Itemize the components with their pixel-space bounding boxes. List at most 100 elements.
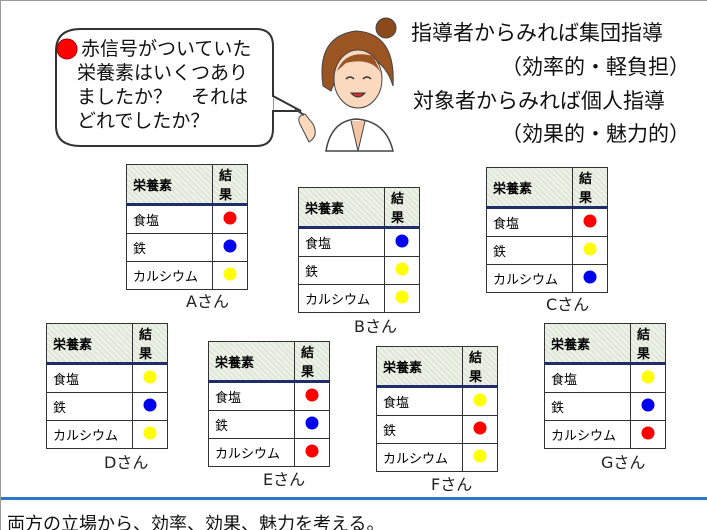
result-dot: [473, 449, 487, 462]
result-dot: [223, 239, 237, 252]
right-line: 対象者からみれば個人指導: [413, 89, 665, 113]
result-icon: [223, 239, 237, 252]
nutrient-table: 栄養素 結果 食塩鉄カルシウム: [46, 323, 168, 449]
result-icon: [395, 290, 409, 303]
bubble-line: ましたか？ それは: [77, 86, 249, 108]
result-dot: [143, 426, 157, 439]
nutrient-name: カルシウム: [126, 261, 213, 290]
bubble-line: どれでしたか？: [77, 110, 210, 132]
character: [294, 17, 397, 152]
row: 鉄: [486, 236, 608, 265]
divider: [1, 497, 707, 500]
row: 食塩: [126, 204, 248, 234]
result-icon: [473, 449, 487, 462]
result-dot: [583, 242, 597, 255]
nutrient-name: 食塩: [486, 207, 573, 237]
result-dot: [641, 398, 655, 411]
result-cell: [462, 443, 498, 472]
nutrient-name: カルシウム: [298, 284, 385, 313]
header-row: 栄養素 結果: [544, 323, 666, 365]
result-cell: [132, 392, 168, 421]
header-cell: 結果: [132, 323, 168, 365]
header-cell: 栄養素: [376, 346, 463, 388]
result-cell: [294, 410, 330, 439]
person-label: Bさん: [354, 317, 397, 336]
nutrient-name: 鉄: [298, 256, 385, 285]
result-dot: [223, 211, 237, 224]
result-cell: [212, 204, 248, 234]
result-icon: [305, 444, 319, 457]
row: カルシウム: [544, 420, 666, 449]
result-dot: [305, 388, 319, 401]
row: カルシウム: [126, 261, 248, 290]
header-cell: 結果: [572, 167, 608, 209]
header-cell: 結果: [212, 164, 248, 206]
row: 食塩: [46, 363, 168, 393]
result-cell: [572, 236, 608, 265]
person-label: Fさん: [431, 475, 473, 494]
nutrient-name: カルシウム: [208, 438, 295, 467]
result-cell: [572, 264, 608, 293]
row: 鉄: [544, 392, 666, 421]
right-line: 指導者からみれば集団指導: [411, 21, 663, 45]
result-dot: [473, 393, 487, 406]
result-icon: [641, 370, 655, 383]
row: 食塩: [544, 363, 666, 393]
result-icon: [641, 398, 655, 411]
result-cell: [630, 420, 666, 449]
nutrient-name: 食塩: [208, 381, 295, 411]
result-dot: [583, 270, 597, 283]
footer: 両方の立場から、効率、効果、魅力を考える。: [7, 514, 385, 530]
row: カルシウム: [46, 420, 168, 449]
result-icon: [473, 393, 487, 406]
result-icon: [143, 398, 157, 411]
nutrient-name: 鉄: [126, 233, 213, 262]
header-cell: 栄養素: [544, 323, 631, 365]
nutrient-name: 鉄: [376, 415, 463, 444]
header-cell: 栄養素: [486, 167, 573, 209]
header-cell: 結果: [294, 341, 330, 383]
result-icon: [223, 267, 237, 280]
result-dot: [641, 370, 655, 383]
result-dot: [641, 426, 655, 439]
bubble-text: 赤信号がついていた 栄養素はいくつあり ましたか？ それは どれでしたか？: [77, 37, 251, 133]
nutrient-name: カルシウム: [376, 443, 463, 472]
result-icon: [305, 388, 319, 401]
nutrient-table: 栄養素 結果 食塩鉄カルシウム: [126, 164, 248, 290]
result-dot: [395, 262, 409, 275]
result-dot: [143, 370, 157, 383]
person-label: Aさん: [186, 292, 229, 311]
result-cell: [294, 438, 330, 467]
row: 食塩: [376, 386, 498, 416]
nutrient-table: 栄養素 結果 食塩鉄カルシウム: [544, 323, 666, 449]
person-label: Eさん: [263, 470, 306, 489]
nutrient-name: カルシウム: [486, 264, 573, 293]
row: 食塩: [208, 381, 330, 411]
result-icon: [305, 416, 319, 429]
nutrient-name: 鉄: [208, 410, 295, 439]
result-cell: [462, 386, 498, 416]
result-icon: [143, 370, 157, 383]
row: カルシウム: [376, 443, 498, 472]
result-icon: [223, 211, 237, 224]
person-label: Gさん: [601, 453, 646, 472]
header-row: 栄養素 結果: [376, 346, 498, 388]
result-cell: [294, 381, 330, 411]
person-label: Cさん: [546, 295, 590, 314]
result-cell: [384, 256, 420, 285]
illustration: [55, 17, 397, 152]
result-dot: [143, 398, 157, 411]
header-row: 栄養素 結果: [46, 323, 168, 365]
nutrient-name: 鉄: [544, 392, 631, 421]
result-cell: [462, 415, 498, 444]
row: 鉄: [376, 415, 498, 444]
result-cell: [212, 261, 248, 290]
person-label: Dさん: [104, 453, 149, 472]
header-cell: 結果: [630, 323, 666, 365]
result-cell: [384, 284, 420, 313]
header-row: 栄養素 結果: [126, 164, 248, 206]
result-dot: [223, 267, 237, 280]
header-row: 栄養素 結果: [298, 187, 420, 229]
red-dot: [56, 38, 78, 60]
